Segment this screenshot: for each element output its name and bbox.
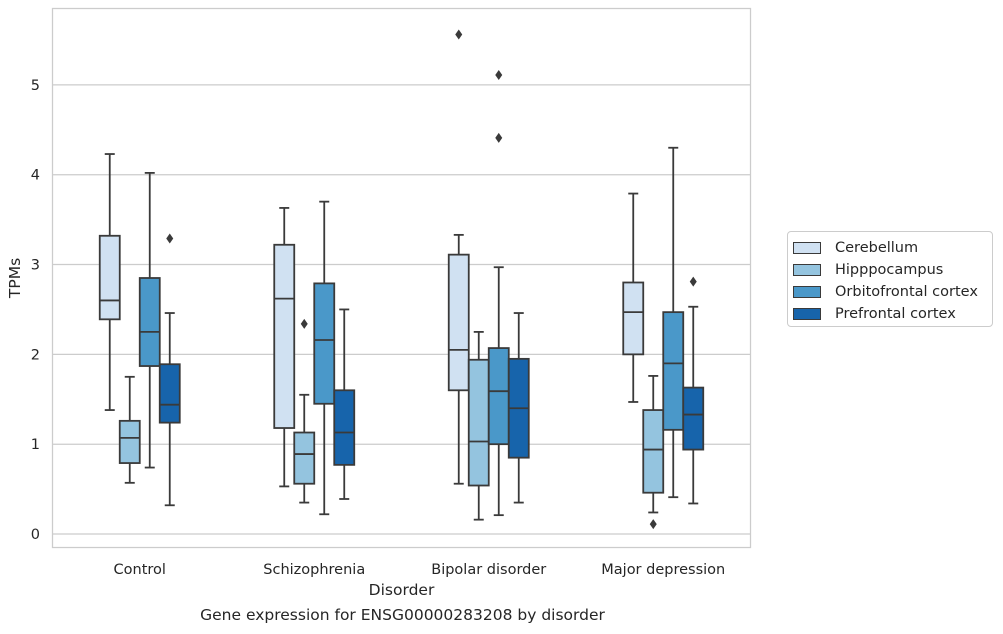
- legend-label: Prefrontal cortex: [835, 306, 956, 322]
- box-1-0: [118, 375, 141, 484]
- legend-label: Orbitofrontal cortex: [835, 284, 978, 300]
- box-iqr: [333, 389, 356, 466]
- outlier-point: [300, 318, 308, 329]
- legend-swatch: [793, 286, 821, 298]
- legend-swatch: [793, 242, 821, 254]
- box-1-3: [642, 375, 665, 530]
- x-axis-label: Disorder: [369, 581, 435, 599]
- x-axis: Control Schizophrenia Bipolar disorder Majo…: [114, 562, 726, 578]
- box-1-2: [467, 330, 490, 521]
- box-0-3: [622, 192, 645, 403]
- box-1-1: [293, 318, 316, 504]
- y-tick-label: 2: [31, 347, 40, 363]
- y-tick-label: 4: [31, 168, 40, 184]
- box-2-3: [662, 146, 685, 499]
- box-iqr: [447, 253, 470, 392]
- box-3-3: [682, 276, 705, 505]
- box-iqr: [622, 281, 645, 356]
- x-tick-label: Major depression: [601, 562, 725, 578]
- legend-label: Hipppocampus: [835, 262, 944, 278]
- y-tick-label: 0: [31, 527, 40, 543]
- box-iqr: [293, 431, 316, 485]
- legend-item-prefrontal-cortex: Prefrontal cortex: [788, 303, 992, 325]
- y-axis-label: TPMs: [6, 258, 24, 299]
- grid-lines: [52, 84, 751, 535]
- box-iqr: [642, 409, 665, 494]
- plot-area: [98, 29, 705, 530]
- box-2-2: [487, 69, 510, 517]
- legend-item-cerebellum: Cerebellum: [788, 237, 992, 259]
- legend-swatch: [793, 308, 821, 320]
- box-iqr: [118, 419, 141, 464]
- outlier-point: [689, 276, 697, 287]
- box-3-2: [507, 312, 530, 504]
- outlier-point: [495, 69, 503, 80]
- y-tick-label: 3: [31, 258, 40, 274]
- legend-swatch: [793, 264, 821, 276]
- x-tick-label: Schizophrenia: [263, 562, 365, 578]
- box-iqr: [313, 282, 336, 405]
- box-iqr: [158, 363, 181, 424]
- legend-item-hippocampus: Hipppocampus: [788, 259, 992, 281]
- y-axis: 0 1 2 3 4 5: [31, 78, 40, 543]
- legend-label: Cerebellum: [835, 240, 919, 256]
- box-iqr: [467, 358, 490, 487]
- legend-item-orbitofrontal-cortex: Orbitofrontal cortex: [788, 281, 992, 303]
- outlier-point: [455, 29, 463, 40]
- outlier-point: [166, 233, 174, 244]
- box-iqr: [487, 347, 510, 446]
- box-0-0: [98, 153, 121, 411]
- y-tick-label: 1: [31, 437, 40, 453]
- figure-caption: Gene expression for ENSG00000283208 by d…: [200, 606, 605, 624]
- box-iqr: [662, 311, 685, 431]
- legend: Cerebellum Hipppocampus Orbitofrontal co…: [787, 231, 993, 327]
- box-0-2: [447, 29, 470, 485]
- box-iqr: [273, 243, 296, 429]
- x-tick-label: Bipolar disorder: [431, 562, 546, 578]
- box-3-1: [333, 308, 356, 500]
- box-2-0: [138, 171, 161, 469]
- outlier-point: [495, 132, 503, 143]
- y-tick-label: 5: [31, 78, 40, 94]
- box-iqr: [98, 234, 121, 321]
- box-3-0: [158, 233, 181, 507]
- box-iqr: [682, 386, 705, 451]
- box-0-1: [273, 207, 296, 488]
- x-tick-label: Control: [114, 562, 166, 578]
- box-iqr: [138, 277, 161, 367]
- outlier-point: [649, 519, 657, 530]
- plot-frame: [51, 7, 752, 549]
- box-2-1: [313, 200, 336, 516]
